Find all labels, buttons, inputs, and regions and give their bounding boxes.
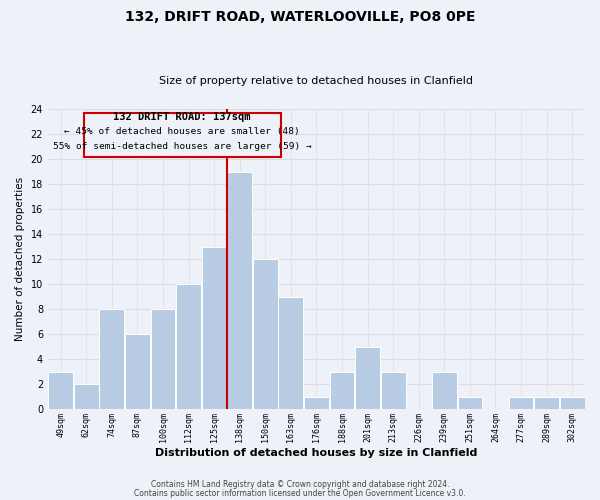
Title: Size of property relative to detached houses in Clanfield: Size of property relative to detached ho… <box>160 76 473 86</box>
Bar <box>125 334 150 409</box>
Bar <box>176 284 201 409</box>
Bar <box>560 396 584 409</box>
Bar <box>534 396 559 409</box>
Text: 55% of semi-detached houses are larger (59) →: 55% of semi-detached houses are larger (… <box>53 142 311 152</box>
Bar <box>355 346 380 409</box>
Text: Contains public sector information licensed under the Open Government Licence v3: Contains public sector information licen… <box>134 488 466 498</box>
Bar <box>49 372 73 409</box>
Bar <box>432 372 457 409</box>
Bar <box>278 297 303 409</box>
Bar <box>227 172 252 409</box>
Text: Contains HM Land Registry data © Crown copyright and database right 2024.: Contains HM Land Registry data © Crown c… <box>151 480 449 489</box>
Bar <box>381 372 406 409</box>
Bar <box>202 247 227 409</box>
Bar <box>74 384 98 409</box>
Text: ← 45% of detached houses are smaller (48): ← 45% of detached houses are smaller (48… <box>64 128 300 136</box>
Bar <box>100 310 124 409</box>
Bar <box>329 372 355 409</box>
X-axis label: Distribution of detached houses by size in Clanfield: Distribution of detached houses by size … <box>155 448 478 458</box>
Bar <box>509 396 533 409</box>
Y-axis label: Number of detached properties: Number of detached properties <box>15 178 25 342</box>
Bar <box>304 396 329 409</box>
Bar <box>458 396 482 409</box>
Bar <box>253 260 278 409</box>
FancyBboxPatch shape <box>84 113 281 157</box>
Text: 132 DRIFT ROAD: 137sqm: 132 DRIFT ROAD: 137sqm <box>113 112 251 122</box>
Bar <box>151 310 175 409</box>
Text: 132, DRIFT ROAD, WATERLOOVILLE, PO8 0PE: 132, DRIFT ROAD, WATERLOOVILLE, PO8 0PE <box>125 10 475 24</box>
